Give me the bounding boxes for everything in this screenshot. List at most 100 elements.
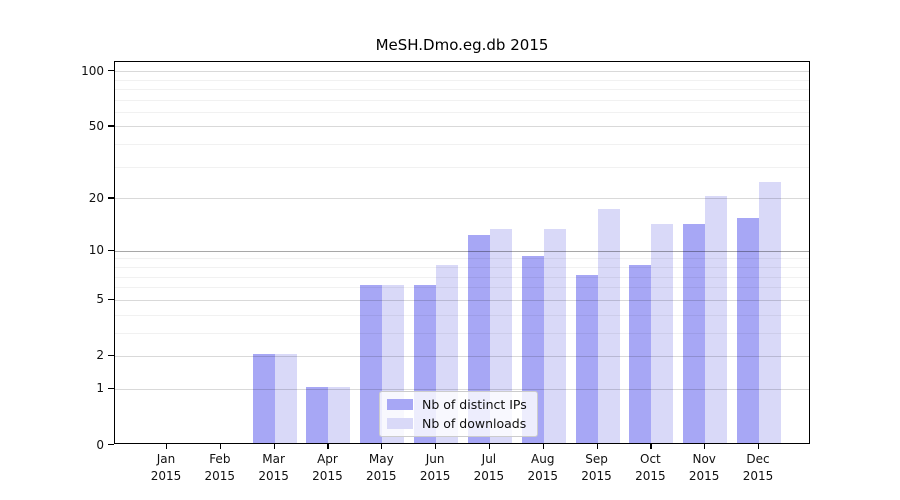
year-label: 2015 xyxy=(581,469,612,483)
month-label: Mar xyxy=(262,452,285,466)
y-axis-tick-label: 5 xyxy=(96,292,104,307)
legend-label: Nb of downloads xyxy=(422,416,527,431)
x-axis-tick xyxy=(488,444,491,449)
major-gridline xyxy=(115,355,809,357)
minor-gridline xyxy=(115,166,809,168)
x-axis-tick-label: Apr 2015 xyxy=(295,451,359,485)
year-label: 2015 xyxy=(150,469,182,483)
x-axis-tick-label: Mar 2015 xyxy=(242,451,306,485)
minor-gridline xyxy=(115,276,809,278)
x-axis-tick-label: Jun 2015 xyxy=(403,451,467,485)
year-label: 2015 xyxy=(419,469,451,483)
year-label: 2015 xyxy=(365,469,397,483)
x-axis-tick xyxy=(327,444,329,449)
bar xyxy=(597,208,620,443)
year-label: 2015 xyxy=(688,469,720,483)
minor-gridline xyxy=(115,287,809,289)
x-axis-tick-label: Feb 2015 xyxy=(188,451,252,485)
year-label: 2015 xyxy=(473,469,505,483)
y-axis-tick xyxy=(108,444,114,446)
y-axis-tick xyxy=(108,197,114,199)
y-axis-tick-label: 50 xyxy=(88,118,104,133)
bar xyxy=(489,229,512,443)
bar xyxy=(274,354,297,443)
x-axis-tick-label: Nov 2015 xyxy=(672,451,736,485)
legend-item: Nb of distinct IPs xyxy=(387,397,527,412)
chart-title: MeSH.Dmo.eg.db 2015 xyxy=(375,36,549,54)
legend-item: Nb of downloads xyxy=(387,416,527,431)
minor-gridline xyxy=(115,88,809,90)
bar xyxy=(252,354,275,443)
x-axis-tick-label: Jan 2015 xyxy=(134,451,198,485)
minor-gridline xyxy=(115,332,809,334)
y-axis-tick-label: 2 xyxy=(96,348,104,363)
y-axis-tick xyxy=(108,249,114,251)
emphasized-gridline xyxy=(115,250,809,252)
major-gridline xyxy=(115,71,809,73)
x-axis-tick xyxy=(381,444,383,449)
x-axis-tick-label: Oct 2015 xyxy=(618,451,682,485)
y-axis-tick-label: 10 xyxy=(88,243,104,258)
minor-gridline xyxy=(115,314,809,316)
bar xyxy=(328,386,351,443)
minor-gridline xyxy=(115,79,809,81)
major-gridline xyxy=(115,299,809,301)
major-gridline xyxy=(115,198,809,200)
year-label: 2015 xyxy=(742,469,774,483)
minor-gridline xyxy=(115,266,809,268)
bar xyxy=(759,182,782,443)
month-label: Sep xyxy=(585,452,608,466)
month-label: Jan xyxy=(156,452,176,466)
bar xyxy=(651,223,674,443)
month-label: May xyxy=(368,452,394,466)
x-axis-tick xyxy=(596,444,598,449)
bar xyxy=(629,265,652,443)
minor-gridline xyxy=(115,111,809,113)
minor-gridline xyxy=(115,258,809,260)
month-label: Apr xyxy=(317,452,338,466)
year-label: 2015 xyxy=(204,469,236,483)
bar xyxy=(306,386,329,443)
month-label: Aug xyxy=(531,452,555,466)
month-label: Dec xyxy=(746,452,770,466)
x-axis-tick xyxy=(704,444,706,449)
x-axis-tick xyxy=(166,444,168,449)
y-axis-tick xyxy=(108,70,114,72)
x-axis-tick-label: Dec 2015 xyxy=(726,451,790,485)
legend-swatch xyxy=(387,399,413,410)
y-axis-tick-label: 100 xyxy=(81,63,104,78)
minor-gridline xyxy=(115,99,809,101)
bar xyxy=(575,274,598,443)
legend: Nb of distinct IPs Nb of downloads xyxy=(379,391,538,437)
year-label: 2015 xyxy=(312,469,343,483)
month-label: Jul xyxy=(481,452,497,466)
x-axis-tick-label: Sep 2015 xyxy=(565,451,629,485)
major-gridline xyxy=(115,126,809,128)
x-axis-tick xyxy=(650,444,652,449)
y-axis-tick-label: 1 xyxy=(96,381,104,396)
month-label: Nov xyxy=(692,452,716,466)
month-label: Feb xyxy=(209,452,231,466)
x-axis-tick xyxy=(219,444,221,449)
bar xyxy=(737,218,760,443)
month-label: Jun xyxy=(425,452,445,466)
x-axis-tick xyxy=(542,444,544,449)
y-axis-tick-label: 0 xyxy=(96,437,104,452)
x-axis-tick xyxy=(435,444,437,449)
month-label: Oct xyxy=(640,452,661,466)
x-axis-tick-label: Jul 2015 xyxy=(457,451,521,485)
legend-label: Nb of distinct IPs xyxy=(422,397,527,412)
minor-gridline xyxy=(115,144,809,146)
year-label: 2015 xyxy=(258,469,289,483)
x-axis-tick-label: Aug 2015 xyxy=(511,451,575,485)
year-label: 2015 xyxy=(527,469,558,483)
x-axis-tick-label: May 2015 xyxy=(349,451,413,485)
bar xyxy=(360,285,383,443)
y-axis-tick xyxy=(108,387,114,390)
x-axis-tick xyxy=(273,444,275,449)
y-axis-tick xyxy=(108,298,114,301)
plot-area xyxy=(114,61,810,444)
bar xyxy=(543,229,566,443)
bar xyxy=(705,196,728,443)
y-axis-tick-label: 20 xyxy=(88,190,104,205)
